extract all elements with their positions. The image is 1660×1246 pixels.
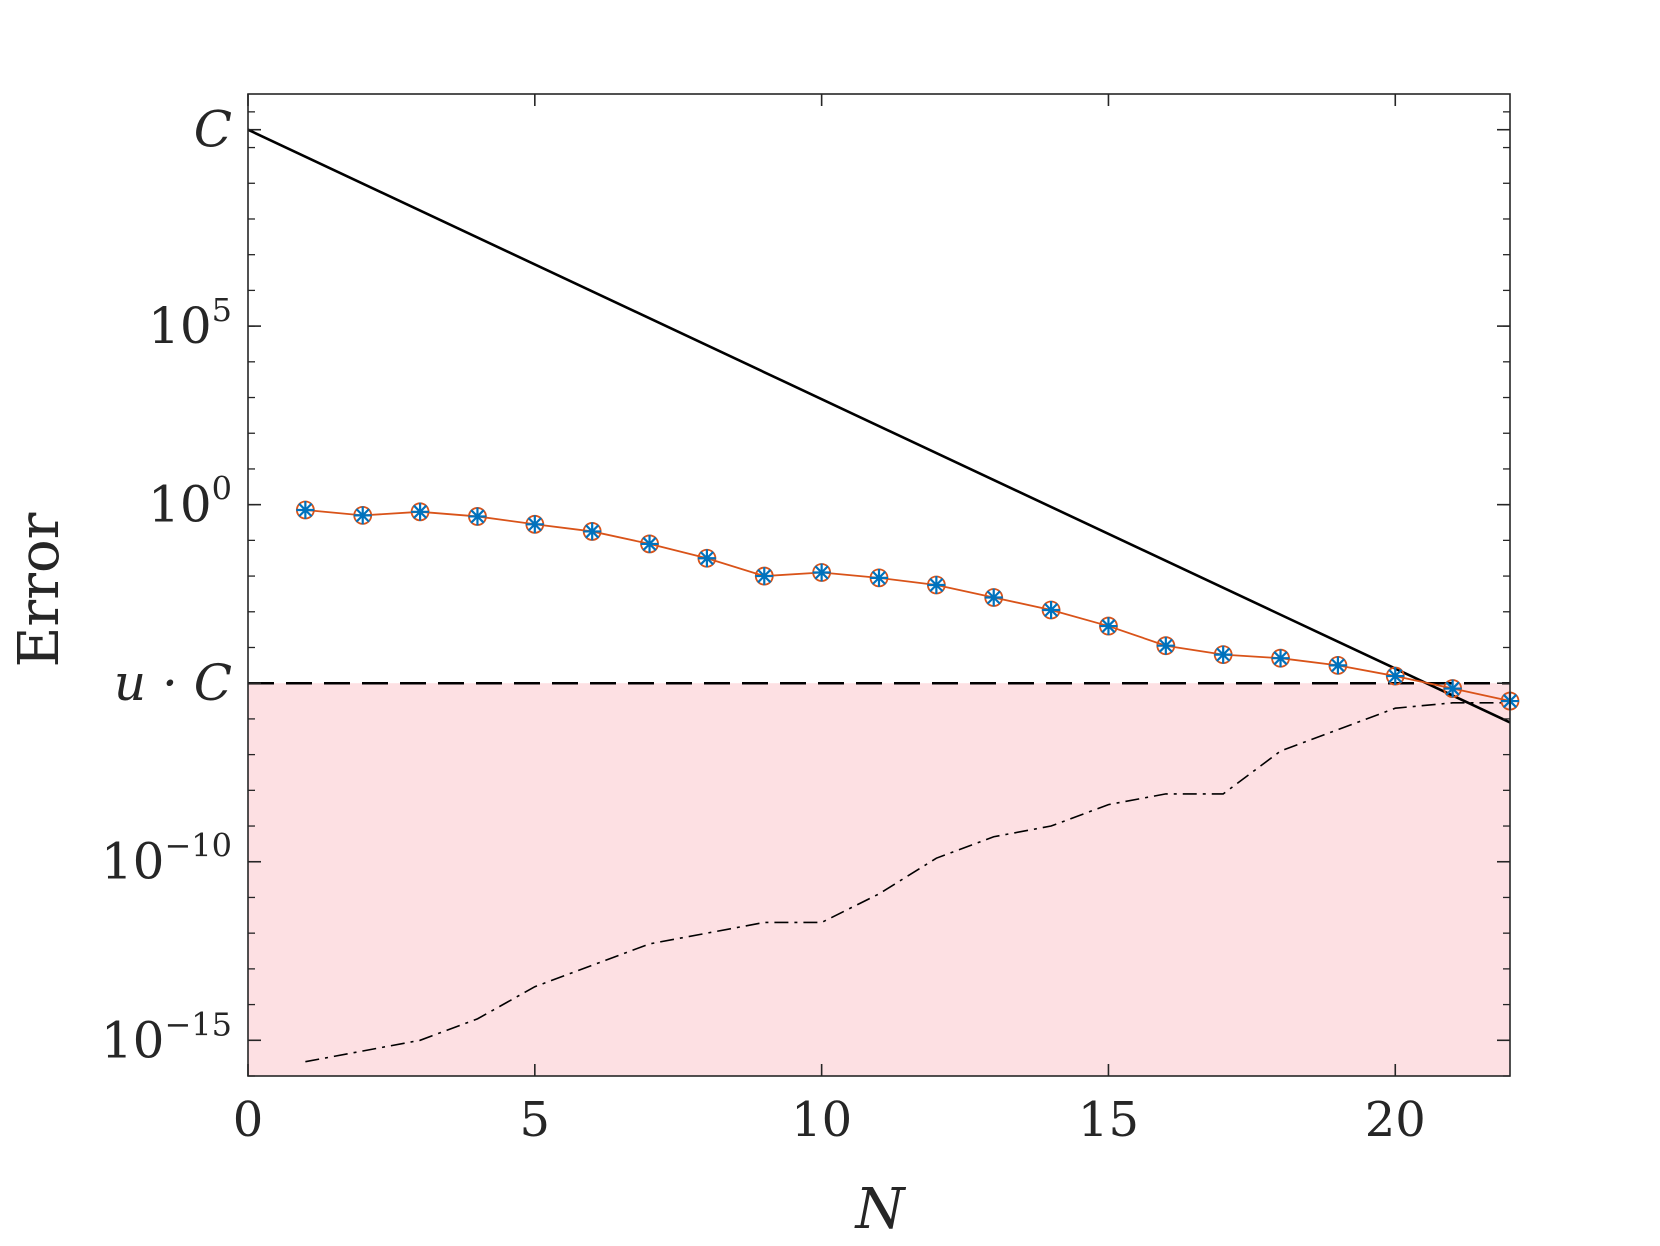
error-series-point [1156, 636, 1176, 656]
error-series-line [305, 509, 1511, 702]
error-series-point [1328, 655, 1348, 675]
point-star-marker [984, 588, 1003, 607]
point-star-marker [1271, 649, 1290, 668]
error-series-point [640, 534, 659, 554]
y-tick-label-base: u · C [114, 654, 232, 712]
y-tick-label-base: 10 [101, 1011, 165, 1069]
error-series-point [582, 522, 602, 541]
y-tick-label-base: 10 [101, 833, 165, 891]
x-tick-label: 5 [520, 1092, 551, 1148]
point-star-marker [1443, 679, 1462, 698]
error-series-point [869, 568, 889, 588]
axes-layer [247, 93, 1511, 1077]
point-star-marker [411, 502, 430, 521]
error-series-point [926, 575, 946, 595]
y-tick-label: 100 [148, 470, 232, 534]
point-star-marker [755, 567, 774, 586]
point-star-marker [296, 501, 315, 520]
shaded-region [248, 683, 1510, 1076]
point-star-marker [812, 563, 831, 582]
y-tick-label-base: 10 [148, 297, 212, 355]
point-star-marker [468, 507, 487, 526]
y-tick-label: 10−15 [101, 1005, 232, 1069]
x-tick-label: 20 [1365, 1092, 1426, 1148]
error-series-point [812, 563, 832, 582]
error-series-point [1099, 616, 1118, 636]
x-tick-label: 10 [791, 1092, 852, 1148]
y-tick-label-base: C [194, 101, 232, 159]
point-star-marker [1042, 600, 1061, 619]
y-tick-label: u · C [114, 654, 232, 712]
plot-frame [247, 93, 1511, 1077]
ticks-layer [247, 94, 1510, 1077]
dash-dot-series-line [305, 702, 1510, 1063]
y-tick-label: C [194, 101, 232, 159]
point-star-marker [1328, 656, 1347, 675]
point-star-marker [1099, 617, 1118, 636]
error-series-point [525, 514, 545, 534]
y-tick-label-exponent: −15 [164, 1005, 232, 1043]
error-series-point [1443, 679, 1463, 698]
x-tick-label: 0 [233, 1092, 264, 1148]
y-tick-label-exponent: 5 [212, 291, 232, 329]
y-tick-label-base: 10 [148, 476, 212, 534]
error-series-point [1213, 645, 1233, 665]
point-star-marker [1386, 667, 1405, 686]
error-series-point [1041, 600, 1061, 620]
error-series-point [1271, 648, 1290, 668]
point-star-marker [870, 568, 888, 587]
x-axis-title: N [854, 1177, 907, 1242]
error-series-point [984, 588, 1004, 607]
x-tick-label: 15 [1078, 1092, 1139, 1148]
point-star-marker [1214, 645, 1233, 664]
error-series-point [1385, 666, 1405, 686]
y-axis-title: Error [7, 512, 72, 667]
point-star-marker [697, 549, 716, 568]
y-tick-label-exponent: −10 [164, 827, 232, 865]
y-tick-label-exponent: 0 [212, 470, 232, 508]
point-star-marker [353, 506, 372, 525]
error-series-point [697, 548, 717, 568]
error-series-point [295, 500, 315, 520]
point-star-marker [583, 522, 602, 541]
y-tick-label: 10−10 [101, 827, 232, 891]
point-star-marker [640, 534, 659, 553]
point-star-marker [525, 515, 544, 534]
point-star-marker [927, 576, 946, 594]
shaded-region-layer [248, 683, 1510, 1076]
error-series-point [754, 566, 774, 586]
bound-line [247, 128, 1511, 724]
error-series-point [468, 507, 487, 526]
point-star-marker [1156, 636, 1175, 655]
data-layer [247, 128, 1520, 1063]
error-series-point [353, 505, 373, 525]
error-series-point [410, 502, 430, 522]
y-tick-label: 105 [148, 291, 232, 355]
